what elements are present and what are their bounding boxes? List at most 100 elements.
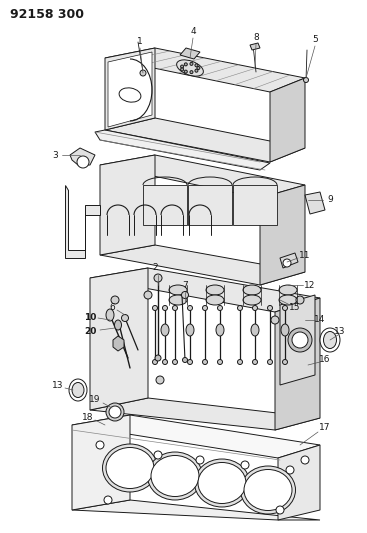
Polygon shape bbox=[305, 192, 325, 214]
Polygon shape bbox=[278, 445, 320, 520]
Polygon shape bbox=[113, 336, 124, 351]
Ellipse shape bbox=[177, 60, 203, 76]
Polygon shape bbox=[100, 155, 155, 255]
Text: 9: 9 bbox=[327, 196, 333, 205]
Ellipse shape bbox=[106, 448, 154, 489]
Circle shape bbox=[237, 359, 243, 365]
Ellipse shape bbox=[69, 379, 87, 401]
Circle shape bbox=[140, 70, 146, 76]
Polygon shape bbox=[270, 78, 305, 162]
Circle shape bbox=[218, 305, 222, 311]
Circle shape bbox=[182, 358, 188, 362]
Polygon shape bbox=[105, 48, 305, 92]
Ellipse shape bbox=[244, 470, 292, 511]
Circle shape bbox=[184, 63, 187, 66]
Polygon shape bbox=[100, 155, 305, 198]
Circle shape bbox=[106, 403, 124, 421]
Ellipse shape bbox=[323, 332, 337, 349]
Ellipse shape bbox=[186, 324, 194, 336]
Circle shape bbox=[203, 359, 207, 365]
Circle shape bbox=[286, 466, 294, 474]
Text: 5: 5 bbox=[312, 36, 318, 44]
Polygon shape bbox=[280, 253, 298, 268]
Text: 3: 3 bbox=[52, 150, 58, 159]
Text: 14: 14 bbox=[314, 316, 326, 325]
Circle shape bbox=[190, 62, 193, 66]
Text: 6: 6 bbox=[109, 303, 115, 312]
Circle shape bbox=[283, 305, 287, 311]
Circle shape bbox=[195, 69, 198, 72]
Circle shape bbox=[121, 314, 128, 321]
Circle shape bbox=[172, 305, 178, 311]
Polygon shape bbox=[108, 52, 152, 127]
Ellipse shape bbox=[106, 309, 114, 321]
Circle shape bbox=[181, 65, 184, 68]
Polygon shape bbox=[70, 148, 95, 165]
Polygon shape bbox=[72, 415, 130, 510]
Circle shape bbox=[188, 305, 193, 311]
Ellipse shape bbox=[251, 324, 259, 336]
Circle shape bbox=[154, 274, 162, 282]
Ellipse shape bbox=[119, 88, 141, 102]
Circle shape bbox=[188, 359, 193, 365]
Circle shape bbox=[155, 355, 161, 361]
Polygon shape bbox=[143, 185, 187, 225]
Circle shape bbox=[271, 316, 279, 324]
Text: 13: 13 bbox=[52, 381, 64, 390]
Text: 11: 11 bbox=[299, 251, 311, 260]
Polygon shape bbox=[90, 398, 320, 430]
Circle shape bbox=[195, 64, 198, 67]
Ellipse shape bbox=[206, 285, 224, 295]
Polygon shape bbox=[260, 185, 305, 285]
Ellipse shape bbox=[243, 285, 261, 295]
Circle shape bbox=[276, 506, 284, 514]
Text: 15: 15 bbox=[289, 303, 301, 312]
Text: 7: 7 bbox=[182, 280, 188, 289]
Text: 18: 18 bbox=[82, 414, 94, 423]
Text: 2: 2 bbox=[152, 263, 158, 272]
Circle shape bbox=[163, 359, 167, 365]
Polygon shape bbox=[275, 298, 320, 430]
Circle shape bbox=[197, 67, 200, 69]
Ellipse shape bbox=[72, 383, 84, 398]
Ellipse shape bbox=[169, 295, 187, 305]
Circle shape bbox=[77, 156, 89, 168]
Circle shape bbox=[288, 328, 312, 352]
Ellipse shape bbox=[151, 456, 199, 497]
Polygon shape bbox=[72, 415, 320, 458]
Ellipse shape bbox=[169, 285, 187, 295]
Circle shape bbox=[111, 296, 119, 304]
Circle shape bbox=[104, 496, 112, 504]
Circle shape bbox=[203, 305, 207, 311]
Ellipse shape bbox=[320, 328, 340, 352]
Circle shape bbox=[292, 332, 308, 348]
Circle shape bbox=[190, 71, 193, 74]
Polygon shape bbox=[280, 295, 315, 385]
Text: 4: 4 bbox=[190, 28, 196, 36]
Polygon shape bbox=[105, 118, 305, 162]
Text: 1: 1 bbox=[137, 37, 143, 46]
Ellipse shape bbox=[115, 320, 121, 330]
Circle shape bbox=[154, 451, 162, 459]
Circle shape bbox=[283, 259, 291, 267]
Ellipse shape bbox=[240, 466, 295, 514]
Ellipse shape bbox=[216, 324, 224, 336]
Circle shape bbox=[153, 305, 157, 311]
Ellipse shape bbox=[195, 459, 250, 507]
Text: 16: 16 bbox=[319, 356, 331, 365]
Polygon shape bbox=[65, 185, 100, 258]
Polygon shape bbox=[100, 245, 305, 285]
Polygon shape bbox=[188, 185, 232, 225]
Text: 12: 12 bbox=[304, 280, 316, 289]
Ellipse shape bbox=[198, 463, 246, 504]
Polygon shape bbox=[95, 130, 270, 170]
Circle shape bbox=[241, 461, 249, 469]
Circle shape bbox=[153, 359, 157, 365]
Polygon shape bbox=[233, 185, 277, 225]
Ellipse shape bbox=[161, 324, 169, 336]
Circle shape bbox=[252, 359, 258, 365]
Polygon shape bbox=[90, 268, 148, 410]
Circle shape bbox=[268, 359, 273, 365]
Ellipse shape bbox=[102, 444, 157, 492]
Circle shape bbox=[268, 305, 273, 311]
